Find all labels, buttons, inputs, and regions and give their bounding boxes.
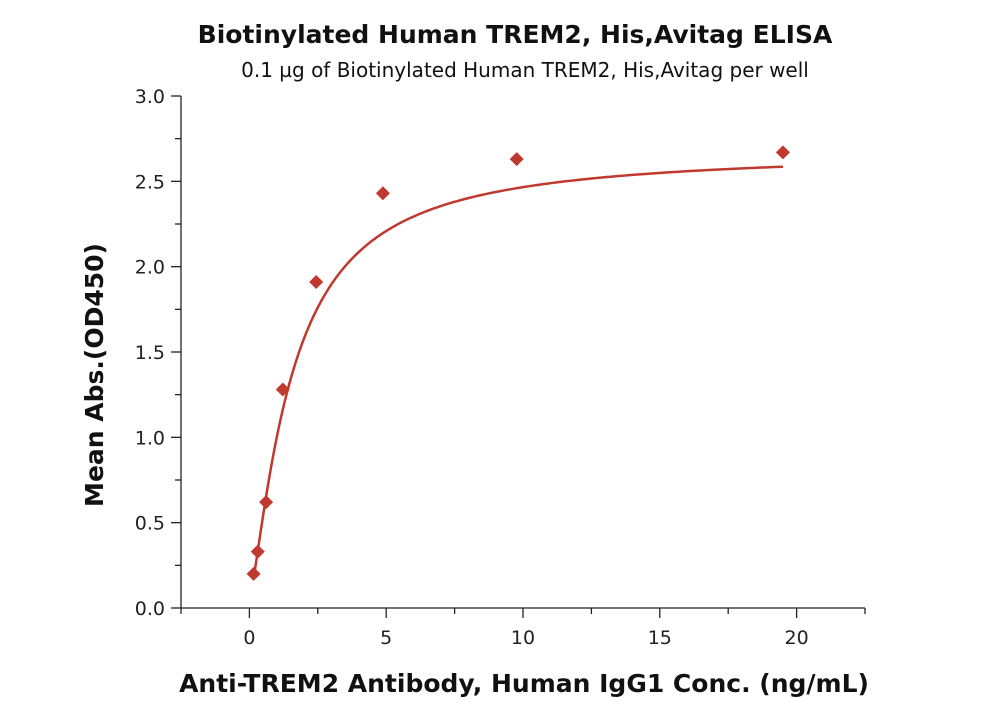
y-tick-label: 1.5: [135, 342, 165, 364]
y-axis-ticks: 0.0 0.5 1.0 1.5 2.0 2.5 3.0: [135, 86, 181, 620]
x-tick-label: 0: [243, 627, 255, 649]
chart-title: Biotinylated Human TREM2, His,Avitag ELI…: [198, 20, 833, 49]
y-tick-label: 2.0: [135, 257, 165, 279]
data-point: [250, 544, 265, 559]
x-tick-label: 15: [648, 627, 672, 649]
data-point: [509, 152, 524, 167]
axes: [180, 96, 865, 609]
data-points: [246, 145, 790, 581]
x-axis-label: Anti-TREM2 Antibody, Human IgG1 Conc. (n…: [179, 669, 869, 698]
data-point: [275, 382, 290, 397]
y-tick-label: 1.0: [135, 427, 165, 449]
data-point: [775, 145, 790, 160]
y-tick-label: 0.0: [135, 598, 165, 620]
x-axis-ticks: 0 5 10 15 20: [180, 608, 866, 649]
x-tick-label: 20: [785, 627, 809, 649]
y-axis-label: Mean Abs.(OD450): [80, 243, 109, 507]
data-point: [375, 186, 390, 201]
data-point: [246, 566, 261, 581]
x-tick-label: 5: [380, 627, 392, 649]
data-point: [309, 275, 324, 290]
y-tick-label: 0.5: [135, 513, 165, 535]
x-tick-label: 10: [511, 627, 535, 649]
y-tick-label: 2.5: [135, 171, 165, 193]
y-tick-label: 3.0: [135, 86, 165, 108]
fit-curve: [252, 165, 783, 579]
chart-subtitle: 0.1 µg of Biotinylated Human TREM2, His,…: [241, 58, 809, 82]
data-point: [259, 495, 274, 510]
